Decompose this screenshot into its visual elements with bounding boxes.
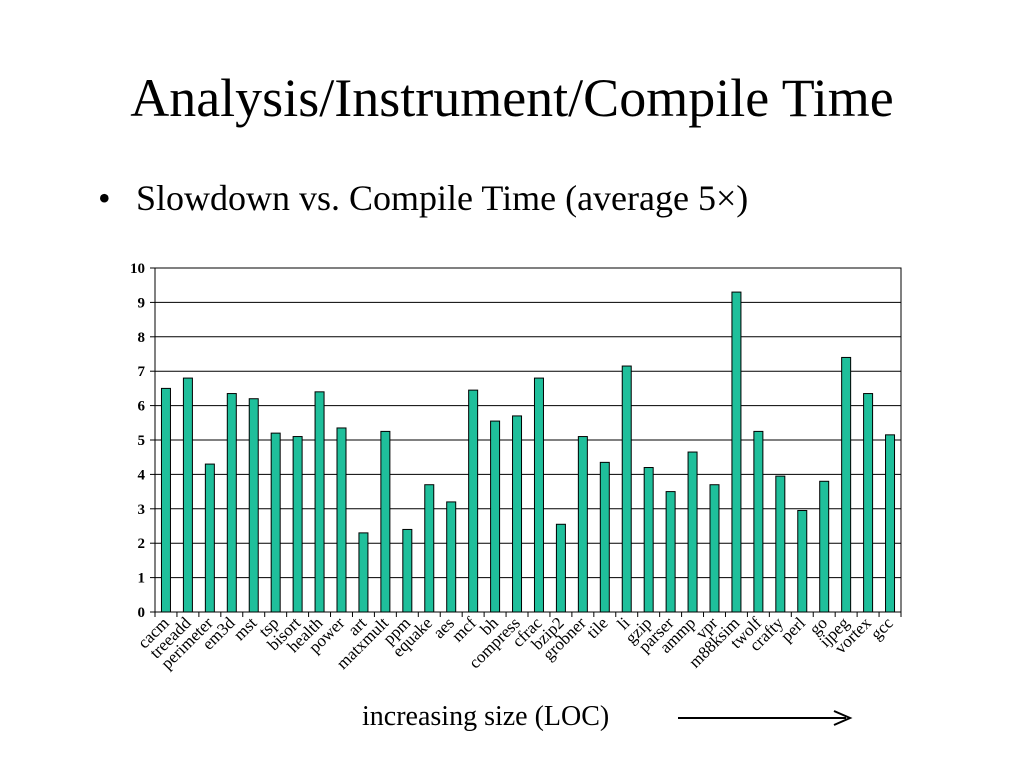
bar-tile: [599, 461, 610, 613]
bullet-marker: •: [98, 178, 111, 218]
bar-em3d: [226, 393, 237, 613]
bar-bisort: [292, 436, 303, 613]
bar-cacm: [160, 387, 171, 613]
x-tick-label: mcf: [448, 613, 480, 645]
bar-vortex: [863, 393, 874, 613]
bar-tsp: [270, 432, 281, 613]
y-tick-label: 2: [138, 536, 146, 552]
bar-m88ksim: [731, 291, 742, 613]
bar-art: [358, 532, 369, 613]
x-axis-label: increasing size (LOC): [362, 701, 610, 732]
bar-ijpeg: [841, 356, 852, 613]
y-tick-label: 3: [138, 502, 146, 518]
x-tick-label: gcc: [867, 613, 897, 643]
bar-mcf: [468, 389, 479, 613]
bar-grobner: [577, 436, 588, 613]
y-tick-label: 5: [138, 433, 146, 449]
y-tick-label: 4: [138, 467, 146, 483]
bar-perimeter: [204, 463, 215, 613]
bar-gcc: [885, 434, 896, 613]
bar-cfrac: [533, 377, 544, 613]
bar-go: [819, 480, 830, 613]
bar-bzip2: [555, 523, 566, 613]
bar-power: [336, 427, 347, 613]
x-tick-label: perl: [777, 613, 809, 645]
bullet-item: • Slowdown vs. Compile Time (average 5×): [98, 176, 748, 220]
bar-crafty: [775, 475, 786, 613]
bar-li: [621, 365, 632, 613]
bar-ppm: [402, 528, 413, 613]
y-tick-label: 7: [138, 364, 146, 380]
bar-gzip: [643, 467, 654, 613]
bar-twolf: [753, 430, 764, 613]
bar-equake: [424, 484, 435, 613]
y-tick-label: 10: [130, 261, 145, 277]
x-tick-label: tile: [583, 613, 612, 642]
bar-ammp: [687, 451, 698, 613]
y-tick-label: 6: [138, 399, 146, 415]
y-tick-label: 0: [138, 605, 146, 621]
right-arrow-icon: [678, 710, 853, 726]
bar-bh: [490, 420, 501, 613]
y-tick-label: 1: [138, 571, 146, 587]
slide-title: Analysis/Instrument/Compile Time: [130, 68, 894, 128]
y-tick-label: 8: [138, 330, 146, 346]
bar-perl: [797, 510, 808, 613]
bullet-text: Slowdown vs. Compile Time (average 5×): [136, 178, 749, 218]
bar-matxmult: [380, 430, 391, 613]
bar-vpr: [709, 484, 720, 613]
bar-parser: [665, 491, 676, 613]
bar-mst: [248, 398, 259, 613]
bar-compress: [512, 415, 523, 613]
y-tick-label: 9: [138, 295, 146, 311]
bar-treeadd: [182, 377, 193, 613]
bar-health: [314, 391, 325, 613]
bar-aes: [446, 501, 457, 613]
